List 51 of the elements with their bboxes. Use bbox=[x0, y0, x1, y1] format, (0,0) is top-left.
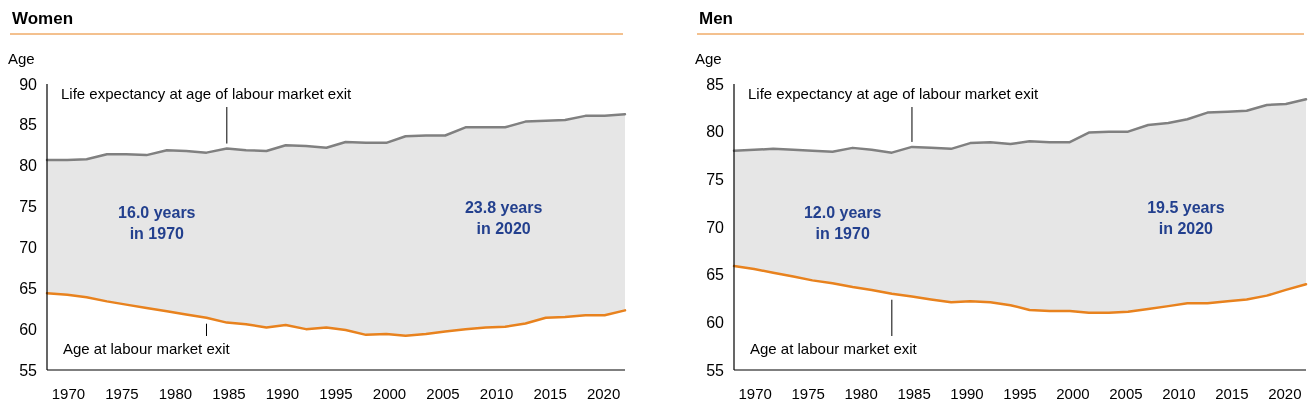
x-tick-label: 2005 bbox=[426, 385, 460, 402]
y-tick-label: 80 bbox=[19, 157, 38, 175]
x-tick-label: 1985 bbox=[897, 385, 931, 402]
x-tick-label: 1975 bbox=[105, 385, 139, 402]
chart-title: Women bbox=[12, 9, 74, 28]
y-axis-title: Age bbox=[695, 50, 722, 67]
line-series bbox=[45, 291, 627, 337]
y-tick-label: 55 bbox=[19, 361, 38, 379]
y-tick-label: 55 bbox=[706, 361, 725, 379]
annotation: 19.5 years in 2020 bbox=[1147, 199, 1225, 237]
x-tick-label: 1980 bbox=[844, 385, 878, 402]
chart-title: Men bbox=[699, 9, 733, 28]
x-tick-label: 1970 bbox=[51, 385, 86, 402]
x-tick-label: 2020 bbox=[1268, 385, 1302, 402]
x-tick-label: 2015 bbox=[533, 385, 567, 402]
line-series bbox=[732, 264, 1308, 315]
x-tick-label: 1985 bbox=[212, 385, 246, 402]
y-tick-label: 65 bbox=[706, 266, 725, 284]
x-tick-label: 1970 bbox=[738, 385, 772, 402]
y-tick-label: 65 bbox=[19, 279, 38, 297]
y-tick-label: 70 bbox=[19, 239, 38, 257]
series-label: Age at labour market exit bbox=[63, 340, 231, 357]
y-axis-title: Age bbox=[8, 50, 35, 67]
x-tick-label: 1990 bbox=[950, 385, 984, 402]
x-tick-label: 1975 bbox=[791, 385, 825, 402]
y-tick-label: 90 bbox=[19, 75, 38, 93]
x-tick-label: 1980 bbox=[158, 385, 193, 402]
y-tick-label: 60 bbox=[19, 320, 38, 338]
text: Life expectancy at age of labour market exit bbox=[61, 85, 352, 102]
annotation: 12.0 years in 1970 bbox=[803, 204, 882, 242]
x-tick-label: 2005 bbox=[1109, 385, 1143, 402]
x-tick-label: 1995 bbox=[319, 385, 353, 402]
x-tick-label: 1995 bbox=[1003, 385, 1037, 402]
x-tick-label: 2015 bbox=[1215, 385, 1249, 402]
y-tick-label: 85 bbox=[19, 116, 38, 134]
y-tick-label: 75 bbox=[706, 170, 725, 188]
y-tick-label: 60 bbox=[706, 313, 725, 331]
x-tick-label: 2000 bbox=[1056, 385, 1090, 402]
y-tick-label: 80 bbox=[706, 123, 725, 141]
x-tick-label: 1990 bbox=[265, 385, 300, 402]
x-tick-label: 2000 bbox=[372, 385, 407, 402]
y-tick-label: 70 bbox=[706, 218, 725, 236]
x-tick-label: 2010 bbox=[1162, 385, 1196, 402]
x-tick-label: 2020 bbox=[586, 385, 621, 402]
y-tick-label: 75 bbox=[19, 198, 38, 216]
text: Life expectancy at age of labour market exit bbox=[748, 85, 1039, 102]
x-tick-label: 2010 bbox=[479, 385, 514, 402]
text: Age at labour market exit bbox=[750, 340, 918, 357]
y-tick-label: 85 bbox=[706, 75, 725, 93]
annotation: 16.0 years in 1970 bbox=[118, 204, 196, 242]
annotation: 23.8 years in 2020 bbox=[464, 199, 543, 237]
